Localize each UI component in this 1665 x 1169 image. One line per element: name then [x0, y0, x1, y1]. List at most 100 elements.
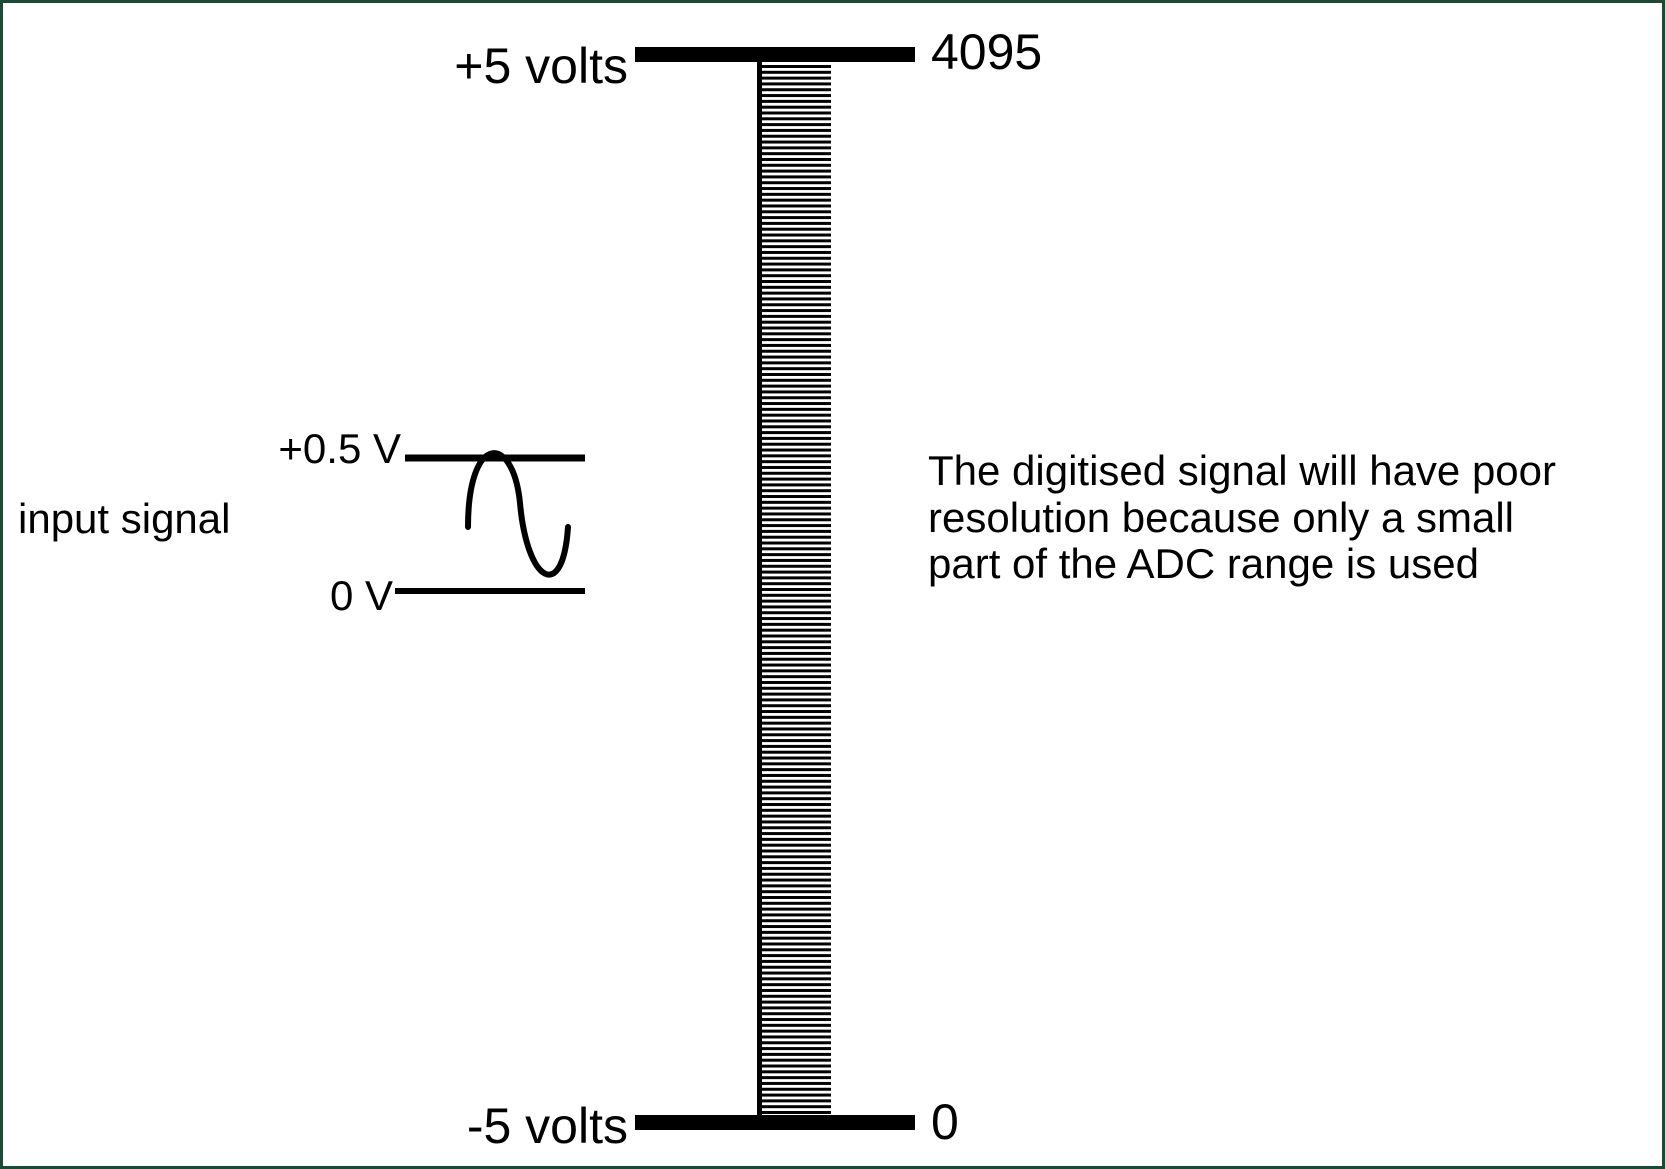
- ladder-rung: [759, 483, 831, 487]
- ladder-rung: [759, 1099, 831, 1103]
- annotation-line-2: resolution because only a small: [928, 494, 1514, 541]
- ladder-rung: [759, 233, 831, 237]
- ladder-rung: [759, 94, 831, 98]
- ladder-rung: [759, 715, 831, 719]
- ladder-rung: [759, 303, 831, 307]
- ladder-rung: [759, 541, 831, 545]
- ladder-rung: [759, 157, 831, 161]
- annotation-line-3: part of the ADC range is used: [928, 540, 1479, 587]
- ladder-rung: [759, 76, 831, 80]
- lower-level-label: 0 V: [330, 572, 393, 619]
- ladder-rung: [759, 1006, 831, 1010]
- ladder-rung: [759, 372, 831, 376]
- ladder-rung: [759, 227, 831, 231]
- ladder-rung: [759, 140, 831, 144]
- ladder-rung: [759, 826, 831, 830]
- top-rail: [635, 47, 915, 62]
- sine-wave-icon: [465, 450, 571, 578]
- ladder-rung: [759, 378, 831, 382]
- ladder-rung: [759, 402, 831, 406]
- ladder-rung: [759, 338, 831, 342]
- ladder-rung: [759, 692, 831, 696]
- ladder-rung: [759, 216, 831, 220]
- ladder-rung: [759, 280, 831, 284]
- bottom-code-label: 0: [931, 1094, 959, 1150]
- ladder-rung: [759, 1012, 831, 1016]
- ladder-rung: [759, 1064, 831, 1068]
- ladder-rung: [759, 367, 831, 371]
- ladder-rung: [759, 965, 831, 969]
- ladder-rung: [759, 617, 831, 621]
- ladder-rung: [759, 919, 831, 923]
- ladder-rung: [759, 314, 831, 318]
- ladder-rung: [759, 128, 831, 132]
- ladder-rung: [759, 384, 831, 388]
- ladder-rung: [759, 872, 831, 876]
- ladder-rung: [759, 727, 831, 731]
- ladder-rung: [759, 866, 831, 870]
- ladder-rung: [759, 1035, 831, 1039]
- ladder-rung: [759, 646, 831, 650]
- diagram-frame: +5 volts -5 volts 4095 0 +0.5 V 0 V inpu…: [3, 3, 1662, 1166]
- ladder-rung: [759, 1093, 831, 1097]
- ladder-rung: [759, 1052, 831, 1056]
- ladder-rung: [759, 489, 831, 493]
- ladder-rung: [759, 65, 831, 68]
- ladder-rung: [759, 413, 831, 417]
- ladder-rung: [759, 1058, 831, 1062]
- ladder-rung: [759, 983, 831, 987]
- ladder-rung: [759, 1111, 831, 1114]
- ladder-rung: [759, 239, 831, 243]
- ladder-rung: [759, 454, 831, 458]
- ladder-rung: [759, 791, 831, 795]
- ladder-rung: [759, 948, 831, 952]
- ladder-rung: [759, 1000, 831, 1004]
- ladder-rung: [759, 495, 831, 499]
- ladder-rung: [759, 88, 831, 92]
- ladder-rung: [759, 576, 831, 580]
- top-voltage-label: +5 volts: [454, 38, 628, 94]
- ladder-rung: [759, 593, 831, 597]
- ladder-rung: [759, 785, 831, 789]
- ladder-rung: [759, 471, 831, 475]
- ladder-rung: [759, 326, 831, 330]
- ladder-rung: [759, 425, 831, 429]
- ladder-rung: [759, 657, 831, 661]
- ladder-rung: [759, 768, 831, 772]
- ladder-rung: [759, 686, 831, 690]
- ladder-rung: [759, 524, 831, 528]
- ladder-rung: [759, 175, 831, 179]
- ladder-rung: [759, 564, 831, 568]
- ladder-rung: [759, 675, 831, 679]
- adc-range-diagram: +5 volts -5 volts 4095 0 +0.5 V 0 V inpu…: [18, 24, 1556, 1154]
- upper-level-label: +0.5 V: [278, 425, 401, 472]
- ladder-rung: [759, 988, 831, 992]
- ladder-rung: [759, 332, 831, 336]
- ladder-rung: [759, 936, 831, 940]
- ladder-rung: [759, 797, 831, 801]
- ladder-rung: [759, 256, 831, 260]
- ladder-rung: [759, 750, 831, 754]
- ladder-rung: [759, 861, 831, 865]
- ladder-rung: [759, 465, 831, 469]
- ladder-rung: [759, 855, 831, 859]
- ladder-rung: [759, 878, 831, 882]
- ladder-rung: [759, 262, 831, 266]
- ladder-rung: [759, 640, 831, 644]
- ladder-rung: [759, 895, 831, 899]
- ladder-rung: [759, 582, 831, 586]
- ladder-rung: [759, 123, 831, 127]
- ladder-rung: [759, 698, 831, 702]
- ladder-rung: [759, 419, 831, 423]
- ladder-rung: [759, 268, 831, 272]
- ladder-rung: [759, 297, 831, 301]
- ladder-rung: [759, 925, 831, 929]
- ladder-rung: [759, 808, 831, 812]
- ladder-rung: [759, 773, 831, 777]
- ladder-rung: [759, 651, 831, 655]
- ladder-rung: [759, 477, 831, 481]
- ladder-rung: [759, 1047, 831, 1051]
- ladder-rung: [759, 837, 831, 841]
- ladder-rung: [759, 285, 831, 289]
- bottom-rail: [635, 1115, 915, 1130]
